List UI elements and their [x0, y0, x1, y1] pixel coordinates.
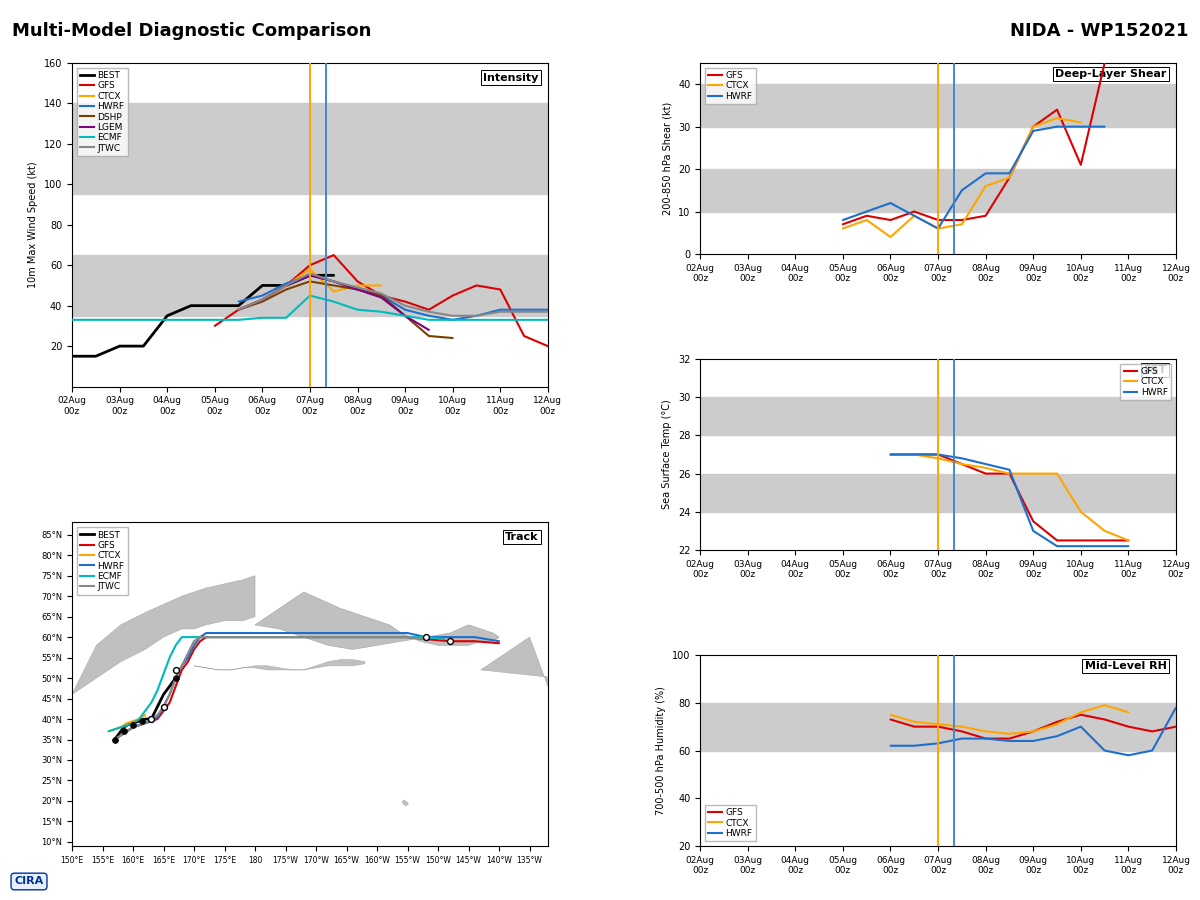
Point: [124, 718, 143, 733]
Point: [154, 699, 173, 714]
Text: Intensity: Intensity: [482, 73, 539, 83]
Y-axis label: 10m Max Wind Speed (kt): 10m Max Wind Speed (kt): [29, 161, 38, 288]
Y-axis label: Sea Surface Temp (°C): Sea Surface Temp (°C): [662, 400, 672, 509]
Bar: [700, 703, 1176, 751]
Legend: GFS, CTCX, HWRF: GFS, CTCX, HWRF: [704, 68, 756, 104]
Point: [154, 699, 173, 714]
Point: [166, 662, 185, 677]
Y-axis label: 700-500 hPa Humidity (%): 700-500 hPa Humidity (%): [656, 686, 666, 814]
Point: [416, 630, 436, 644]
Point: [440, 634, 460, 648]
Y-axis label: 200-850 hPa Shear (kt): 200-850 hPa Shear (kt): [662, 102, 672, 215]
Bar: [700, 473, 1176, 512]
Bar: [700, 169, 1176, 211]
Polygon shape: [0, 670, 72, 756]
Text: SST: SST: [1144, 364, 1166, 374]
Bar: [72, 104, 548, 194]
Polygon shape: [403, 800, 408, 806]
Point: [142, 712, 161, 726]
Legend: GFS, CTCX, HWRF: GFS, CTCX, HWRF: [1120, 364, 1171, 400]
Legend: BEST, GFS, CTCX, HWRF, ECMF, JTWC: BEST, GFS, CTCX, HWRF, ECMF, JTWC: [77, 527, 128, 595]
Bar: [700, 397, 1176, 436]
Polygon shape: [72, 576, 256, 695]
Polygon shape: [194, 660, 365, 670]
Text: Deep-Layer Shear: Deep-Layer Shear: [1055, 68, 1166, 78]
Legend: GFS, CTCX, HWRF: GFS, CTCX, HWRF: [704, 805, 756, 842]
Text: Track: Track: [505, 532, 539, 542]
Point: [166, 670, 185, 685]
Bar: [700, 85, 1176, 127]
Point: [114, 724, 133, 739]
Point: [106, 733, 125, 747]
Text: NIDA - WP152021: NIDA - WP152021: [1009, 22, 1188, 40]
Polygon shape: [481, 637, 682, 842]
Legend: BEST, GFS, CTCX, HWRF, DSHP, LGEM, ECMF, JTWC: BEST, GFS, CTCX, HWRF, DSHP, LGEM, ECMF,…: [77, 68, 128, 157]
Point: [132, 714, 151, 728]
Text: Mid-Level RH: Mid-Level RH: [1085, 661, 1166, 670]
Polygon shape: [256, 592, 499, 650]
Text: CIRA: CIRA: [14, 877, 43, 886]
Point: [142, 712, 161, 726]
Text: Multi-Model Diagnostic Comparison: Multi-Model Diagnostic Comparison: [12, 22, 371, 40]
Bar: [72, 255, 548, 316]
